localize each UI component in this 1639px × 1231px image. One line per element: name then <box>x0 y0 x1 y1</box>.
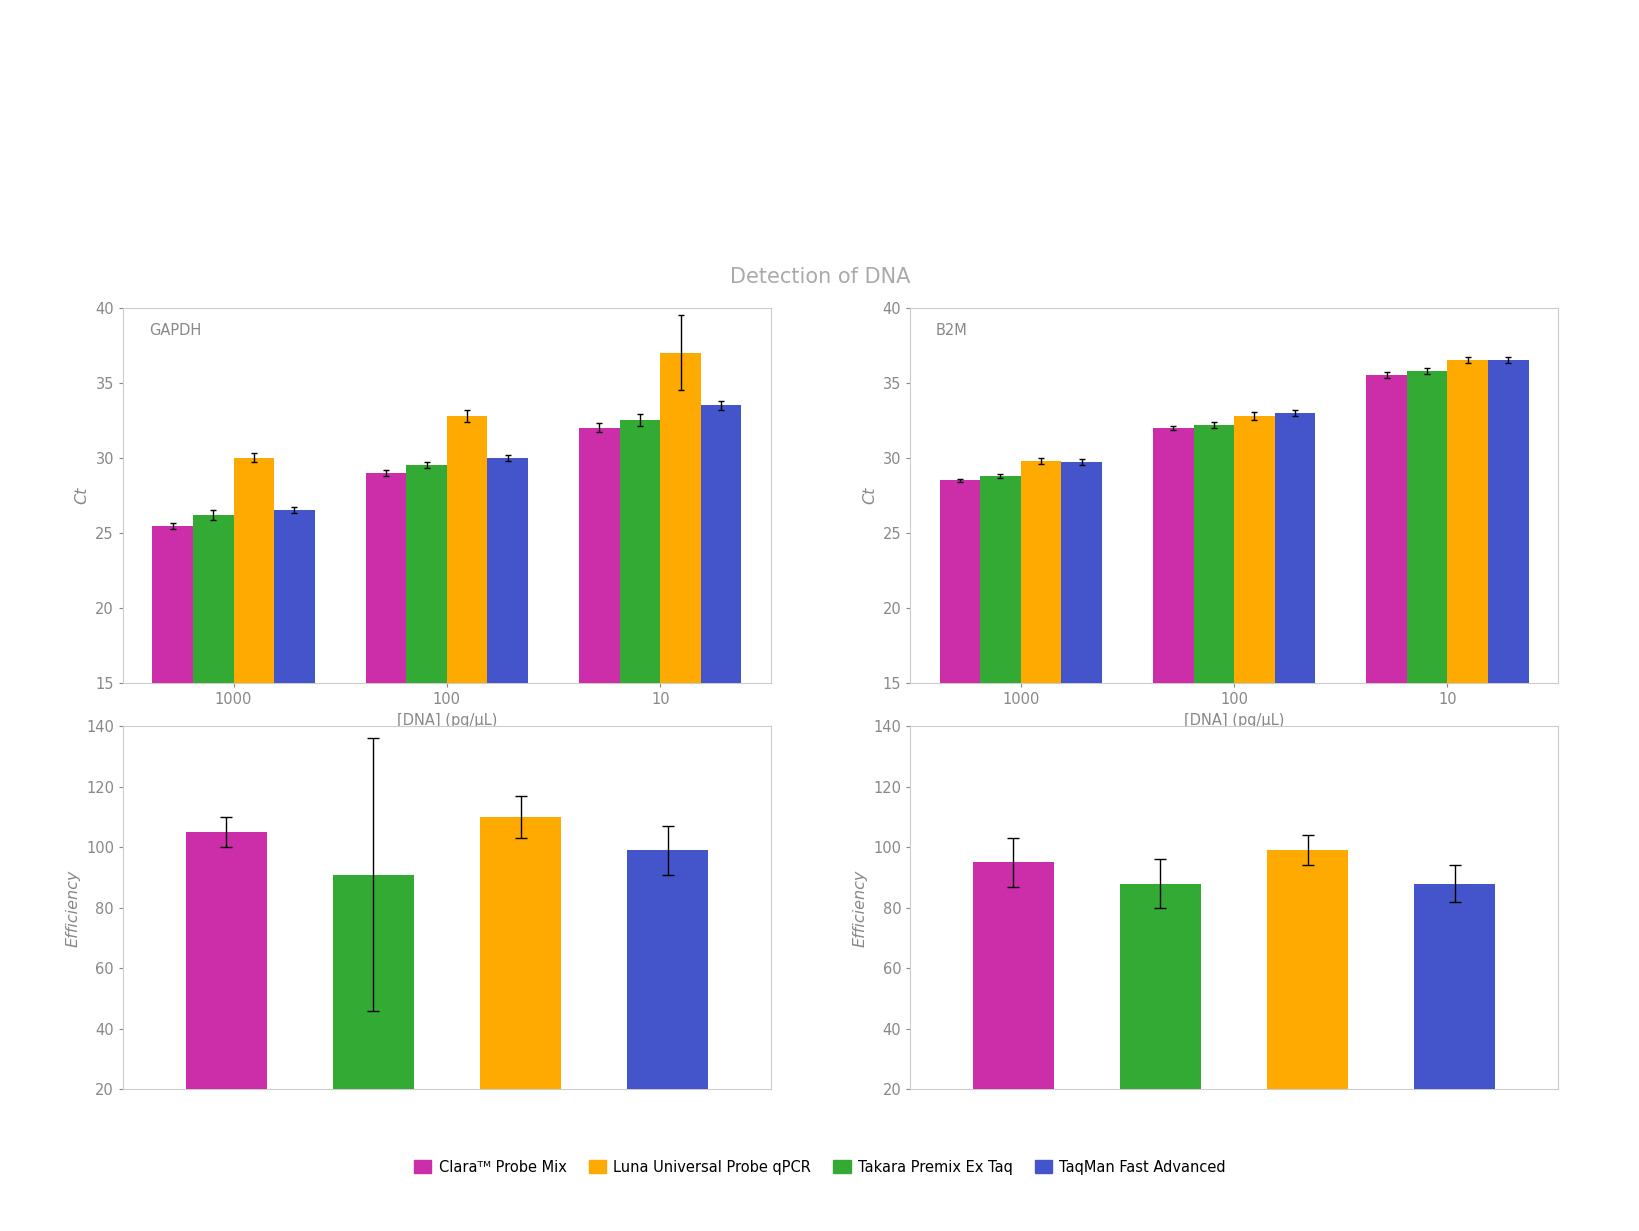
Bar <box>406 465 446 908</box>
Bar <box>661 353 700 908</box>
Bar <box>487 458 528 908</box>
Y-axis label: Efficiency: Efficiency <box>852 869 867 947</box>
Bar <box>1447 361 1487 908</box>
Bar <box>1119 884 1200 1150</box>
X-axis label: [DNA] (pg/µL): [DNA] (pg/µL) <box>397 713 497 728</box>
Bar <box>626 851 708 1150</box>
Bar <box>1152 428 1193 908</box>
Text: B2M: B2M <box>936 323 967 337</box>
Bar <box>333 874 413 1150</box>
X-axis label: [DNA] (pg/µL): [DNA] (pg/µL) <box>1183 713 1283 728</box>
Bar <box>1365 375 1406 908</box>
Text: GAPDH: GAPDH <box>149 323 202 337</box>
Bar <box>1274 412 1314 908</box>
Bar <box>480 817 561 1150</box>
Bar <box>185 832 267 1150</box>
Bar <box>1019 460 1060 908</box>
Bar <box>233 458 274 908</box>
Bar <box>1193 425 1234 908</box>
Bar <box>365 473 406 908</box>
Bar <box>1267 851 1347 1150</box>
Bar <box>274 511 315 908</box>
Bar <box>939 480 980 908</box>
Bar <box>980 476 1019 908</box>
Bar <box>1234 416 1274 908</box>
Bar <box>152 526 193 908</box>
Y-axis label: Ct: Ct <box>75 486 90 505</box>
Bar <box>1487 361 1528 908</box>
Y-axis label: Efficiency: Efficiency <box>66 869 80 947</box>
Text: Detection of DNA: Detection of DNA <box>729 267 910 287</box>
Legend: Claraᵀᴹ Probe Mix, Luna Universal Probe qPCR, Takara Premix Ex Taq, TaqMan Fast : Claraᵀᴹ Probe Mix, Luna Universal Probe … <box>408 1153 1231 1181</box>
Bar <box>1406 371 1447 908</box>
Bar <box>1413 884 1495 1150</box>
Bar <box>620 421 661 908</box>
Bar <box>700 405 741 908</box>
Bar <box>446 416 487 908</box>
Bar <box>193 515 233 908</box>
Bar <box>1060 463 1101 908</box>
Bar <box>972 863 1054 1150</box>
Y-axis label: Ct: Ct <box>862 486 877 505</box>
Bar <box>579 428 620 908</box>
